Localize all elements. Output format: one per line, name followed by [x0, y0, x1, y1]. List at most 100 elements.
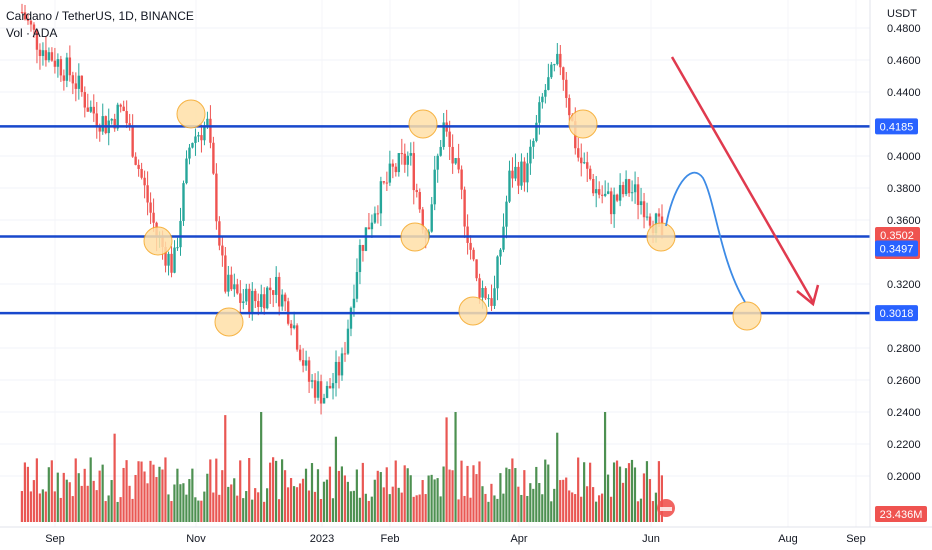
- candle-body: [134, 156, 137, 165]
- volume-bar: [532, 488, 535, 522]
- candle-body: [463, 189, 466, 227]
- touch-circle[interactable]: [176, 99, 206, 129]
- candle-body: [164, 247, 167, 266]
- volume-bar: [535, 466, 538, 522]
- candle-body: [469, 242, 472, 250]
- volume-bar: [520, 494, 523, 522]
- volume-bar: [651, 501, 655, 522]
- candle-body: [269, 287, 272, 291]
- volume-bar: [603, 412, 607, 522]
- volume-bar: [200, 500, 203, 522]
- volume-bar: [143, 471, 146, 522]
- time-axis[interactable]: Sep Nov 2023 Feb Apr Jun Aug Sep: [0, 526, 932, 545]
- candle-body: [484, 287, 487, 299]
- volume-bar: [639, 498, 643, 522]
- candle-body: [209, 118, 212, 143]
- volume-bar: [562, 479, 565, 522]
- volume-bar: [523, 470, 526, 522]
- volume-bar: [179, 484, 182, 522]
- candle-body: [403, 153, 407, 165]
- candle-body: [116, 104, 119, 129]
- touch-circle[interactable]: [408, 109, 438, 139]
- volume-bar: [74, 458, 77, 522]
- symbol-title[interactable]: Cardano / TetherUS, 1D, BINANCE: [6, 9, 194, 23]
- time-axis-label: Sep: [45, 533, 65, 545]
- candle-body: [182, 183, 185, 221]
- candle-body: [203, 125, 206, 141]
- touch-circle[interactable]: [732, 301, 762, 331]
- touch-circle[interactable]: [143, 226, 173, 256]
- volume-bar: [289, 478, 293, 522]
- candle-body: [457, 158, 460, 170]
- volume-bar: [292, 486, 296, 522]
- volume-bar: [469, 497, 472, 522]
- touch-circles[interactable]: [143, 99, 762, 337]
- candle-body: [633, 184, 637, 193]
- trend-arrow-head[interactable]: [796, 284, 820, 307]
- volume-bar: [164, 457, 167, 522]
- volume-bar: [385, 467, 388, 522]
- volume-bar: [107, 495, 110, 522]
- volume-bar: [490, 483, 493, 522]
- volume-bar: [209, 459, 212, 522]
- candle-body: [600, 194, 604, 196]
- candle-body: [367, 227, 371, 230]
- volume-bar: [657, 461, 661, 522]
- touch-circle[interactable]: [568, 109, 598, 139]
- candle-body: [272, 290, 275, 295]
- touch-circle[interactable]: [646, 222, 676, 252]
- candle-body: [137, 164, 140, 169]
- volume-bar: [122, 467, 125, 522]
- volume-bar: [526, 495, 529, 522]
- volume-bar: [633, 467, 637, 522]
- candle-body: [409, 153, 412, 156]
- candle-body: [200, 135, 203, 141]
- drawings[interactable]: [657, 56, 820, 517]
- volume-bar: [484, 493, 487, 522]
- volume-bar: [248, 458, 251, 522]
- candle-body: [627, 179, 631, 194]
- candle-body: [295, 325, 299, 350]
- candle-body: [553, 64, 556, 66]
- volume-bar: [583, 462, 586, 522]
- volume-bar: [379, 472, 382, 522]
- candle-body: [340, 353, 344, 376]
- candle-body: [248, 288, 251, 313]
- projection-curve[interactable]: [665, 171, 746, 303]
- touch-circle[interactable]: [458, 296, 488, 326]
- touch-circle[interactable]: [400, 222, 430, 252]
- volume-bar: [304, 468, 308, 522]
- price-scale[interactable]: USDT 0.4800 0.4600 0.4400 0.4000 0.3800 0.360…: [869, 0, 932, 527]
- candle-body: [263, 294, 266, 309]
- candle-body: [236, 284, 239, 294]
- volume-bar: [215, 458, 218, 522]
- candle-body: [499, 249, 502, 257]
- volume-bar: [627, 463, 631, 522]
- candle-body: [466, 226, 469, 243]
- volume-bar: [499, 473, 502, 522]
- price-tick-label: 0.2400: [887, 407, 921, 419]
- candle-body: [110, 118, 113, 121]
- candle-body: [56, 59, 60, 67]
- volume-bar: [218, 494, 221, 522]
- candle-body: [218, 221, 221, 246]
- candle-body: [612, 194, 616, 215]
- candle-body: [275, 276, 278, 295]
- candle-body: [257, 301, 260, 307]
- trend-arrow-line[interactable]: [670, 56, 815, 303]
- candle-body: [313, 380, 317, 398]
- touch-circle[interactable]: [214, 307, 244, 337]
- volume-bar: [322, 481, 326, 522]
- volume-title[interactable]: Vol · ADA: [6, 26, 58, 40]
- volume-bar: [358, 497, 361, 522]
- volume-bar: [577, 457, 580, 522]
- volume-bar: [272, 457, 275, 522]
- candle-body: [215, 173, 218, 222]
- volume-bar: [280, 459, 284, 522]
- candle-body: [29, 20, 33, 25]
- candle-body: [565, 79, 568, 98]
- time-axis-label: 2023: [310, 533, 334, 545]
- candle-body: [373, 213, 377, 223]
- candle-body: [280, 294, 284, 307]
